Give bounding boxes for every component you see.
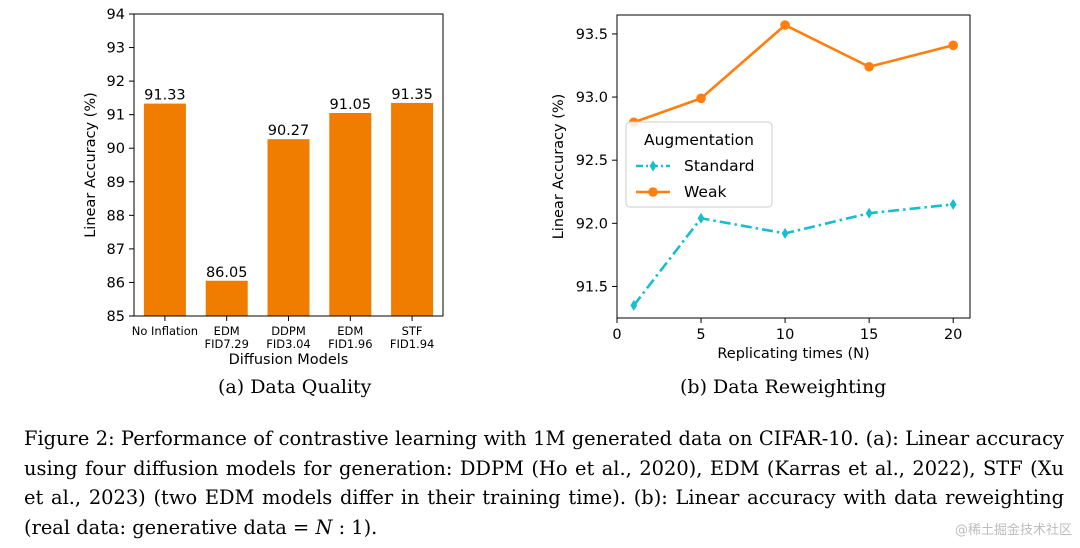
y-tick-label-4: 93.5	[576, 27, 608, 43]
x-tick-label-2: 10	[776, 327, 794, 343]
x-tick-label-2-0: DDPM	[271, 324, 306, 338]
bar-value-label-4: 91.35	[391, 87, 433, 103]
legend-title: Augmentation	[644, 131, 754, 149]
x-tick-label-1: 5	[696, 327, 705, 343]
watermark: @稀土掘金技术社区	[954, 523, 1072, 538]
y-axis-label: Linear Accuracy (%)	[551, 94, 567, 240]
legend-label-weak: Weak	[684, 183, 726, 201]
point-weak-2	[780, 20, 790, 30]
point-standard-3	[865, 207, 873, 219]
bar-value-label-1: 86.05	[206, 265, 248, 281]
bar-value-label-2: 90.27	[268, 123, 310, 139]
y-tick-label-0: 85	[107, 309, 125, 325]
y-tick-label-8: 93	[107, 41, 125, 57]
point-standard-0	[630, 299, 638, 311]
y-tick-label-3: 93.0	[576, 90, 608, 106]
x-axis-label: Diffusion Models	[229, 352, 349, 368]
x-tick-label-1-1: FID7.29	[204, 337, 248, 351]
y-tick-label-6: 91	[107, 108, 125, 124]
subcaption-a: (a) Data Quality	[218, 376, 372, 398]
x-tick-label-3: 15	[860, 327, 878, 343]
point-standard-1	[697, 212, 705, 224]
x-tick-label-4-0: STF	[402, 324, 423, 338]
bar-3	[329, 112, 372, 316]
x-tick-label-4: 20	[944, 327, 962, 343]
legend: Augmentation Standard Weak	[625, 121, 773, 208]
figure-caption-text: Figure 2: Performance of contrastive lea…	[24, 427, 1064, 539]
x-tick-label-4-1: FID1.94	[390, 337, 434, 351]
y-tick-label-5: 90	[107, 141, 125, 157]
y-tick-label-1: 92.0	[576, 216, 608, 232]
x-tick-label-0-0: No Inflation	[132, 324, 198, 338]
point-standard-4	[949, 198, 957, 210]
x-tick-label-1-0: EDM	[214, 324, 240, 338]
bar-2	[267, 139, 310, 316]
figure-caption-variable: N	[315, 515, 333, 539]
y-tick-label-2: 92.5	[576, 153, 608, 169]
x-tick-label-3-0: EDM	[337, 324, 363, 338]
point-weak-4	[948, 40, 958, 51]
figure-caption: Figure 2: Performance of contrastive lea…	[24, 424, 1064, 542]
x-tick-label-2-1: FID3.04	[266, 337, 310, 351]
plot-frame	[133, 13, 444, 317]
point-weak-3	[864, 61, 874, 72]
bar-value-label-3: 91.05	[330, 97, 372, 113]
y-axis-label: Linear Accuracy (%)	[83, 92, 99, 238]
series-line-weak	[633, 23, 954, 124]
y-tick-label-3: 88	[107, 208, 125, 224]
figure-caption-tail: : 1).	[332, 515, 378, 539]
data-reweighting-line-chart: 0 5 10 15 20 91.5 92.0 92.5 93.0 93.5 Augmentation…	[551, 14, 971, 362]
x-tick-label-0: 0	[612, 327, 621, 343]
plot-frame	[616, 14, 971, 319]
subcaption-b: (b) Data Reweighting	[680, 376, 887, 398]
y-tick-label-9: 94	[107, 7, 125, 23]
y-tick-label-1: 86	[107, 275, 125, 291]
bar-1	[205, 280, 248, 316]
bar-4	[391, 102, 434, 316]
x-tick-label-3-1: FID1.96	[328, 337, 372, 351]
point-standard-2	[781, 227, 789, 239]
y-tick-label-2: 87	[107, 242, 125, 258]
y-tick-label-4: 89	[107, 175, 125, 191]
legend-marker-standard	[649, 160, 657, 172]
bar-value-label-0: 91.33	[144, 88, 186, 104]
point-weak-1	[696, 93, 706, 104]
legend-box	[625, 121, 773, 208]
bar-0	[143, 103, 186, 317]
y-tick-label-7: 92	[107, 74, 125, 90]
legend-label-standard: Standard	[684, 157, 755, 175]
y-tick-label-0: 91.5	[576, 279, 608, 295]
series-line-standard	[632, 203, 954, 307]
legend-marker-weak	[648, 187, 658, 197]
x-axis-label: Replicating times (N)	[717, 346, 869, 362]
